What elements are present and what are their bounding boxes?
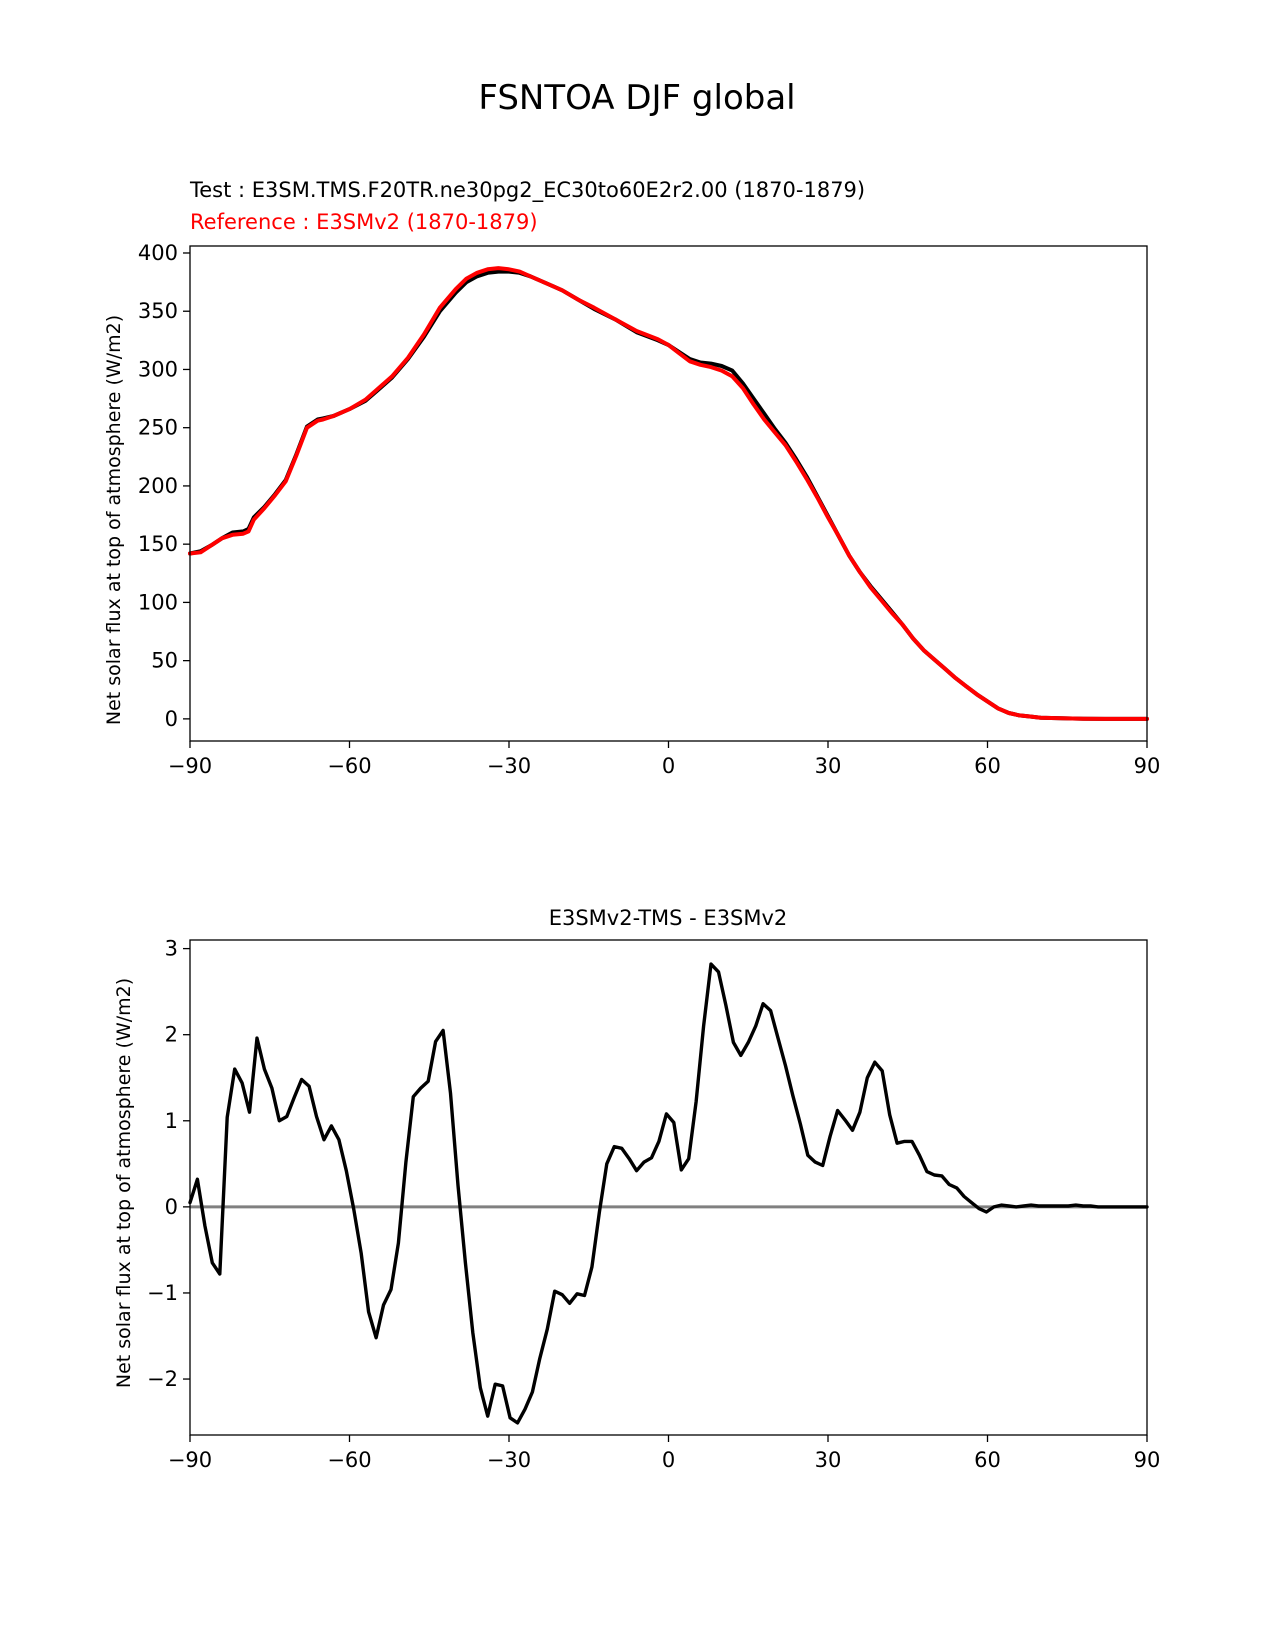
chart-top-ytick-label: 50	[151, 649, 178, 673]
chart-top-y-axis: 0 50 100 150 200 250 300 350 400	[138, 241, 190, 731]
chart-bottom-xtick-label: −30	[487, 1448, 531, 1472]
chart-top-xtick-label: 0	[662, 754, 675, 778]
chart-bottom-x-axis: −90 −60 −30 0 30 60 90	[168, 1435, 1161, 1472]
chart-top-subtitle-reference: Reference : E3SMv2 (1870-1879)	[190, 210, 538, 234]
figure-title: FSNTOA DJF global	[478, 78, 795, 118]
chart-bottom-ytick-label: −1	[147, 1281, 178, 1305]
chart-top-xtick-label: 60	[974, 754, 1001, 778]
chart-top-ytick-label: 0	[165, 707, 178, 731]
chart-top-ylabel: Net solar flux at top of atmosphere (W/m…	[103, 315, 125, 725]
chart-top-ytick-label: 400	[138, 241, 178, 265]
chart-bottom-xtick-label: 30	[815, 1448, 842, 1472]
chart-bottom-ytick-label: 0	[165, 1195, 178, 1219]
chart-top-xtick-label: −30	[487, 754, 531, 778]
chart-top-ytick-label: 200	[138, 474, 178, 498]
chart-top-series-reference	[188, 266, 1149, 721]
chart-top-ytick-label: 250	[138, 416, 178, 440]
chart-bottom-title: E3SMv2-TMS - E3SMv2	[549, 906, 788, 930]
chart-top-xtick-label: 30	[815, 754, 842, 778]
chart-bottom-xtick-label: 90	[1134, 1448, 1161, 1472]
chart-top-xtick-label: −60	[327, 754, 371, 778]
chart-top-xtick-label: −90	[168, 754, 212, 778]
chart-bottom-xtick-label: 60	[974, 1448, 1001, 1472]
chart-top-ytick-label: 100	[138, 590, 178, 614]
chart-bottom-ytick-label: 1	[165, 1109, 178, 1133]
chart-bottom-y-axis: −2 −1 0 1 2 3	[147, 937, 190, 1391]
chart-bottom-ytick-label: 2	[165, 1023, 178, 1047]
chart-bottom-xtick-label: −90	[168, 1448, 212, 1472]
chart-bottom-ytick-label: 3	[165, 937, 178, 961]
chart-top-ytick-label: 350	[138, 299, 178, 323]
chart-bottom-series-group	[188, 962, 1149, 1425]
chart-top-ytick-label: 150	[138, 532, 178, 556]
chart-bottom-series-e3smv2-tms-e3smv2	[188, 962, 1149, 1425]
chart-bottom-plot-frame	[189, 939, 1148, 1436]
chart-bottom-xtick-label: 0	[662, 1448, 675, 1472]
chart-top-plot-frame	[189, 245, 1148, 742]
chart-top-ytick-label: 300	[138, 357, 178, 381]
chart-top-subtitle-test: Test : E3SM.TMS.F20TR.ne30pg2_EC30to60E2…	[189, 178, 865, 203]
chart-top-series-test	[188, 269, 1149, 721]
chart-top: Test : E3SM.TMS.F20TR.ne30pg2_EC30to60E2…	[103, 178, 1160, 778]
chart-bottom: E3SMv2-TMS - E3SMv2 Net solar flux at to…	[113, 906, 1160, 1472]
chart-bottom-xtick-label: −60	[327, 1448, 371, 1472]
chart-top-x-axis: −90 −60 −30 0 30 60 90	[168, 741, 1161, 778]
chart-bottom-ytick-label: −2	[147, 1367, 178, 1391]
chart-top-xtick-label: 90	[1134, 754, 1161, 778]
chart-top-series-group	[188, 266, 1149, 721]
chart-bottom-ylabel: Net solar flux at top of atmosphere (W/m…	[113, 978, 135, 1388]
